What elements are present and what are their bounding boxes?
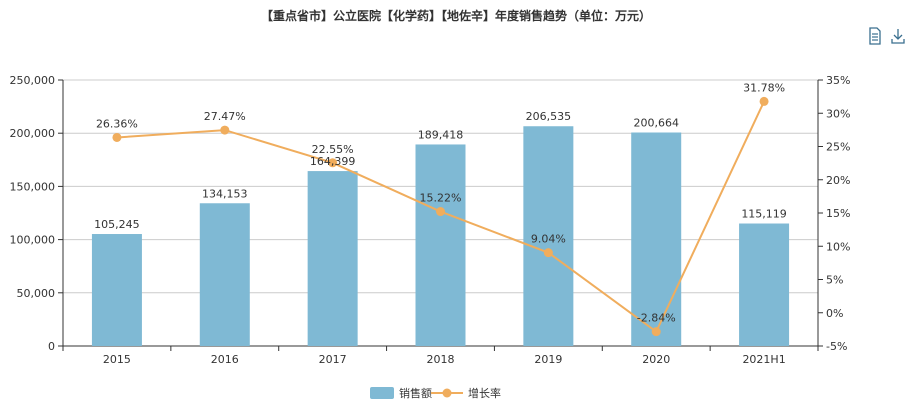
line-point	[651, 327, 661, 337]
line-point	[220, 125, 230, 135]
legend-label-line: 增长率	[468, 386, 501, 400]
legend-swatch-bar	[370, 387, 394, 399]
x-tick-label: 2019	[534, 353, 562, 366]
bar-series	[91, 126, 790, 346]
x-tick-label: 2016	[211, 353, 239, 366]
bar-value-label: 105,245	[94, 218, 140, 231]
line-point	[112, 132, 122, 142]
x-tick-label: 2020	[642, 353, 670, 366]
right-tick-label: 30%	[826, 107, 850, 120]
right-tick-label: 35%	[826, 74, 850, 87]
right-tick-label: 25%	[826, 141, 850, 154]
left-tick-label: 200,000	[10, 127, 56, 140]
left-tick-label: 150,000	[10, 180, 56, 193]
download-icon[interactable]	[890, 27, 906, 45]
line-point	[759, 96, 769, 106]
left-tick-label: 50,000	[17, 287, 56, 300]
line-value-label: 22.55%	[312, 143, 354, 156]
right-tick-label: 0%	[826, 307, 843, 320]
bar	[91, 234, 142, 346]
line-value-label: -2.84%	[637, 312, 676, 325]
bar	[307, 171, 358, 346]
x-tick-label: 2017	[319, 353, 347, 366]
right-tick-label: 20%	[826, 174, 850, 187]
legend: 销售额 增长率	[370, 386, 501, 400]
line-value-label: 26.36%	[96, 117, 138, 130]
bar-value-label: 164,399	[310, 155, 356, 168]
right-tick-label: 15%	[826, 207, 850, 220]
left-tick-label: 100,000	[10, 234, 56, 247]
bar	[739, 223, 790, 346]
bar	[415, 144, 466, 346]
left-tick-label: 0	[48, 340, 55, 353]
line-value-label: 31.78%	[743, 81, 785, 94]
bar-value-label: 200,664	[633, 116, 679, 129]
legend-swatch-point	[442, 388, 452, 398]
line-value-label: 27.47%	[204, 110, 246, 123]
bar-value-label: 206,535	[526, 110, 572, 123]
bar-value-label: 134,153	[202, 187, 248, 200]
line-value-label: 15.22%	[420, 192, 462, 205]
line-point	[436, 207, 445, 217]
bar	[631, 132, 682, 346]
bar	[199, 203, 250, 346]
document-icon[interactable]	[867, 27, 883, 45]
axes: 0 50,000 100,000 150,000 200,000 250,000 -5% 0%…	[10, 74, 851, 366]
right-tick-label: -5%	[826, 340, 847, 353]
line-point	[328, 158, 338, 168]
x-tick-label: 2021H1	[742, 353, 785, 366]
line-series	[112, 96, 769, 337]
bar-value-label: 115,119	[741, 208, 787, 221]
legend-label-bar: 销售额	[399, 386, 432, 400]
right-tick-label: 10%	[826, 240, 850, 253]
x-tick-label: 2015	[103, 353, 131, 366]
bar-value-label: 189,418	[418, 128, 464, 141]
left-tick-label: 250,000	[10, 74, 56, 87]
data-labels: 105,245 134,153 164,399 189,418 206,535 200,6…	[94, 81, 787, 324]
x-tick-label: 2018	[427, 353, 455, 366]
chart-title: 【重点省市】公立医院【化学药】【地佐辛】年度销售趋势（单位：万元）	[260, 9, 651, 23]
line-value-label: 9.04%	[531, 233, 566, 246]
line-point	[543, 248, 553, 258]
right-tick-label: 5%	[826, 274, 843, 287]
bar	[523, 126, 574, 346]
